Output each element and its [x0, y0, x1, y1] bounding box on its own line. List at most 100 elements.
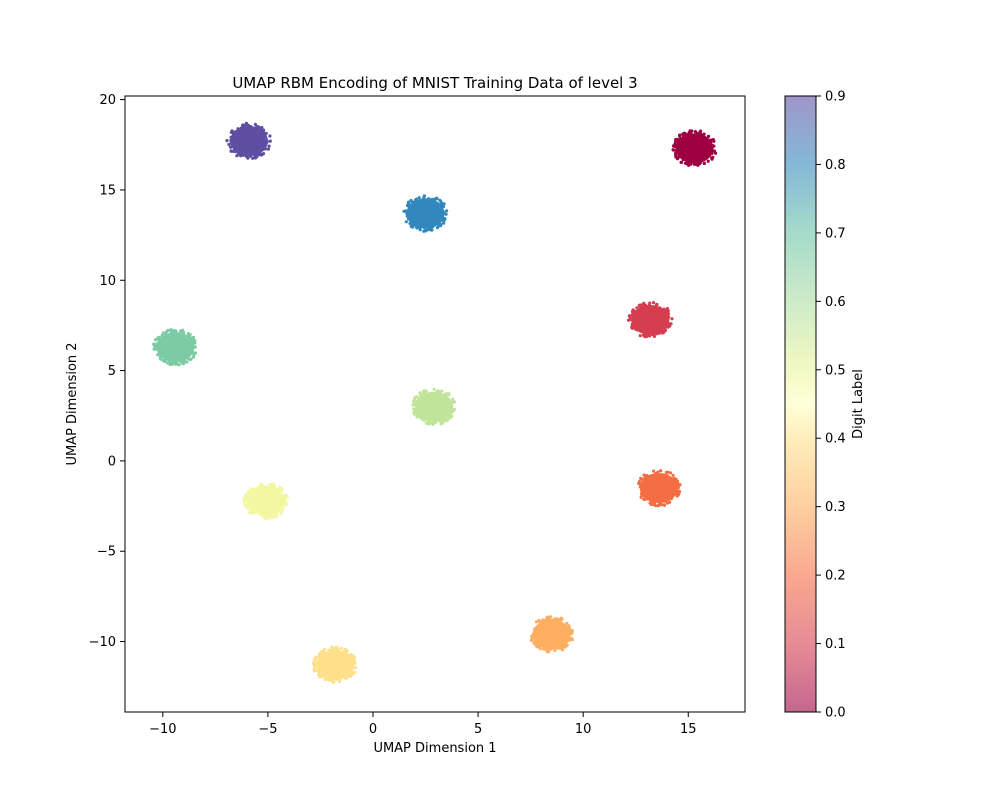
scatter-point: [408, 221, 412, 225]
scatter-point: [236, 127, 240, 131]
scatter-point: [630, 323, 634, 327]
scatter-point: [334, 660, 338, 664]
scatter-point: [247, 131, 252, 135]
scatter-point: [280, 508, 284, 513]
scatter-point: [414, 395, 418, 399]
scatter-point: [644, 310, 648, 314]
scatter-point: [647, 304, 651, 308]
scatter-point: [233, 144, 237, 148]
scatter-point: [418, 396, 422, 400]
scatter-point: [646, 497, 650, 501]
scatter-point: [169, 328, 173, 332]
scatter-point: [567, 626, 572, 630]
scatter-point: [174, 355, 178, 359]
scatter-point: [418, 406, 422, 410]
scatter-point: [679, 160, 684, 164]
scatter-point: [259, 129, 263, 133]
cluster-3: [529, 615, 575, 654]
scatter-point: [311, 662, 316, 666]
colorbar-tick-label: 0.4: [825, 432, 846, 447]
scatter-point: [409, 198, 413, 203]
scatter-point: [560, 648, 565, 652]
scatter-point: [172, 331, 176, 335]
scatter-point: [339, 667, 343, 671]
scatter-point: [342, 674, 346, 678]
scatter-point: [237, 134, 241, 138]
scatter-point: [177, 363, 181, 367]
scatter-point: [635, 306, 639, 310]
scatter-point: [662, 307, 666, 311]
scatter-point: [416, 226, 420, 230]
scatter-point: [168, 353, 173, 357]
scatter-point: [637, 481, 641, 486]
scatter-point: [336, 672, 340, 677]
scatter-point: [429, 413, 433, 417]
y-tick-label: −5: [97, 545, 116, 560]
scatter-point: [250, 143, 254, 147]
scatter-point: [253, 487, 258, 491]
scatter-point: [692, 142, 696, 146]
x-axis: −10 −5 0 5 10 15: [149, 712, 697, 737]
scatter-point: [257, 135, 261, 139]
scatter-point: [169, 330, 173, 334]
scatter-point: [262, 146, 266, 150]
scatter-point: [284, 494, 288, 498]
scatter-point: [267, 495, 271, 499]
scatter-point: [339, 646, 343, 651]
scatter-point: [436, 217, 440, 221]
scatter-point: [447, 407, 452, 411]
scatter-point: [426, 421, 430, 425]
scatter-point: [638, 334, 642, 338]
scatter-point: [237, 130, 241, 135]
scatter-point: [422, 418, 427, 422]
scatter-point: [168, 360, 172, 364]
scatter-point: [712, 149, 717, 153]
scatter-point: [696, 151, 700, 155]
scatter-point: [702, 161, 707, 165]
scatter-point: [666, 491, 670, 496]
scatter-point: [248, 139, 252, 143]
scatter-point: [435, 413, 439, 417]
scatter-point: [665, 320, 669, 324]
scatter-point: [446, 391, 450, 395]
scatter-point: [266, 489, 270, 493]
scatter-point: [238, 137, 242, 141]
scatter-point: [258, 152, 262, 156]
scatter-point: [232, 149, 236, 153]
scatter-point: [665, 496, 669, 500]
scatter-point: [322, 647, 327, 651]
scatter-point: [164, 330, 168, 334]
scatter-point: [429, 421, 433, 425]
scatter-point: [693, 130, 698, 134]
scatter-point: [246, 489, 251, 493]
scatter-point: [537, 630, 541, 635]
scatter-point: [191, 342, 195, 346]
scatter-point: [185, 343, 189, 347]
scatter-point: [676, 156, 680, 160]
scatter-point: [422, 225, 426, 229]
scatter-point: [187, 351, 191, 355]
scatter-point: [158, 357, 163, 361]
scatter-point: [191, 351, 195, 355]
colorbar-tick-label: 0.5: [825, 363, 846, 378]
scatter-point: [537, 618, 541, 623]
scatter-point: [161, 350, 165, 354]
scatter-point: [236, 146, 240, 150]
scatter-point: [662, 329, 666, 333]
scatter-point: [420, 399, 424, 403]
scatter-point: [686, 158, 691, 162]
scatter-point: [656, 319, 660, 323]
scatter-point: [271, 487, 275, 491]
scatter-point: [431, 217, 435, 222]
scatter-point: [561, 645, 565, 649]
scatter-point: [641, 323, 646, 327]
scatter-point: [412, 407, 416, 411]
scatter-point: [152, 343, 156, 347]
scatter-point: [262, 139, 267, 143]
scatter-point: [235, 136, 239, 140]
scatter-point: [660, 493, 664, 497]
scatter-point: [165, 350, 169, 354]
scatter-point: [317, 673, 321, 677]
scatter-point: [534, 628, 538, 632]
